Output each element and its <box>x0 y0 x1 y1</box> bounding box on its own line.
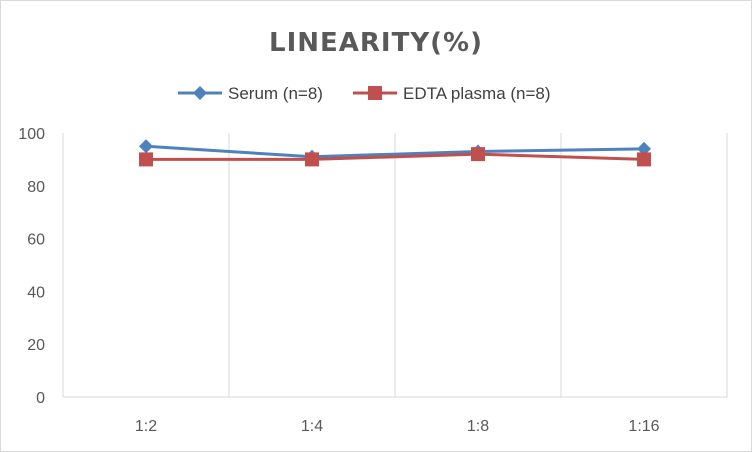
x-tick-label: 1:4 <box>301 418 323 435</box>
series-line <box>145 144 645 159</box>
x-axis: 1:2 1:4 1:8 1:16 <box>135 418 660 435</box>
legend-label: Serum (n=8) <box>228 84 323 103</box>
diamond-marker <box>193 86 207 100</box>
legend-entry: Serum (n=8) <box>178 84 323 103</box>
x-tick-label: 1:2 <box>135 418 157 435</box>
series-group <box>139 139 651 167</box>
legend-label: EDTA plasma (n=8) <box>403 84 551 103</box>
square-marker <box>139 152 153 167</box>
diamond-marker <box>139 139 153 154</box>
legend-entry: EDTA plasma (n=8) <box>353 84 551 103</box>
square-marker <box>368 86 382 100</box>
square-marker <box>471 147 485 162</box>
y-tick-label: 60 <box>27 232 45 249</box>
y-tick-label: 40 <box>27 284 45 301</box>
series-edta <box>139 147 651 167</box>
y-axis: 0 20 40 60 80 100 <box>18 126 45 407</box>
square-marker <box>305 152 319 167</box>
diamond-marker <box>637 141 651 156</box>
chart-title: LINEARITY(%) <box>269 28 483 58</box>
series-line <box>146 152 645 161</box>
y-tick-label: 100 <box>18 126 45 143</box>
square-marker <box>637 152 651 167</box>
y-tick-label: 0 <box>36 390 45 407</box>
legend: Serum (n=8) EDTA plasma (n=8) <box>178 84 551 103</box>
x-tick-label: 1:16 <box>628 418 659 435</box>
gridlines <box>62 133 728 398</box>
x-tick-label: 1:8 <box>467 418 489 435</box>
y-tick-label: 80 <box>27 179 45 196</box>
y-tick-label: 20 <box>27 337 45 354</box>
